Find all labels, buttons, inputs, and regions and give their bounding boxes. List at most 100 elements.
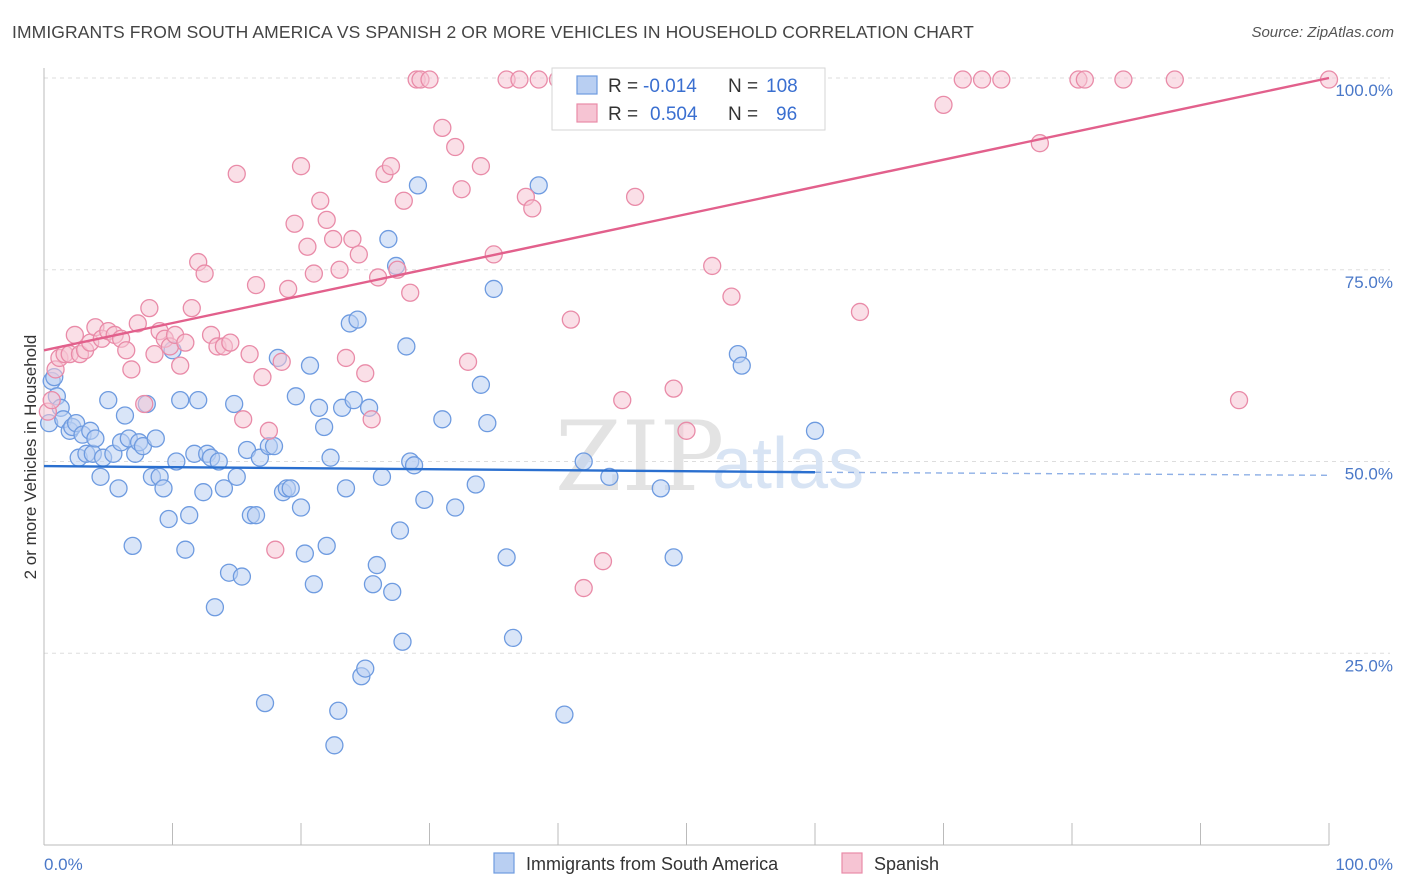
point-immigrants: [194, 483, 213, 502]
point-spanish: [934, 95, 953, 114]
y-tick-label: 25.0%: [1345, 656, 1393, 675]
axes: [43, 68, 1330, 846]
series-legend-swatch-pink: [841, 852, 863, 874]
point-immigrants: [529, 176, 548, 195]
point-spanish: [394, 191, 413, 210]
watermark-atlas: atlas: [712, 424, 864, 504]
point-spanish: [972, 70, 992, 89]
point-spanish: [677, 421, 696, 440]
point-spanish: [343, 229, 362, 249]
point-immigrants: [805, 421, 825, 440]
y-tick-label: 100.0%: [1335, 81, 1393, 100]
point-immigrants: [664, 548, 683, 567]
point-spanish: [330, 260, 349, 279]
point-immigrants: [321, 448, 340, 467]
point-spanish: [992, 70, 1011, 89]
point-immigrants: [404, 456, 424, 475]
x-tick-label-max: 100.0%: [1335, 855, 1393, 874]
point-spanish: [266, 540, 285, 559]
point-immigrants: [497, 548, 516, 567]
point-spanish: [1165, 70, 1184, 89]
point-spanish: [420, 70, 439, 89]
y-axis-label: 2 or more Vehicles in Household: [21, 335, 40, 580]
legend-swatch-blue: [576, 75, 598, 95]
legend-n-value-1: 108: [766, 76, 798, 97]
point-spanish: [240, 344, 259, 364]
point-immigrants: [123, 536, 142, 556]
point-immigrants: [180, 506, 199, 525]
point-immigrants: [372, 467, 392, 486]
point-spanish: [122, 360, 141, 379]
point-spanish: [1075, 70, 1094, 89]
x-tick-label-min: 0.0%: [44, 855, 83, 874]
point-immigrants: [309, 398, 329, 417]
legend-n-label-1: N =: [728, 76, 758, 97]
point-spanish: [259, 421, 279, 440]
trend-line-spanish: [43, 76, 1330, 352]
point-immigrants: [574, 452, 593, 471]
point-spanish: [227, 164, 246, 184]
point-immigrants: [86, 429, 105, 448]
point-spanish: [953, 70, 972, 89]
series-legend-label-2: Spanish: [874, 854, 939, 874]
trend-lines: [43, 76, 1330, 477]
point-immigrants: [264, 437, 284, 456]
point-immigrants: [367, 555, 386, 575]
point-immigrants: [154, 479, 173, 498]
point-immigrants: [225, 394, 244, 414]
point-immigrants: [146, 429, 165, 448]
point-spanish: [471, 157, 491, 176]
point-spanish: [401, 283, 420, 302]
y-tick-label: 50.0%: [1345, 465, 1393, 484]
point-immigrants: [291, 498, 311, 517]
point-immigrants: [176, 540, 195, 559]
point-immigrants: [304, 575, 324, 594]
point-immigrants: [356, 659, 375, 678]
point-immigrants: [109, 479, 128, 498]
point-spanish: [433, 118, 452, 138]
point-immigrants: [397, 337, 416, 356]
point-immigrants: [286, 387, 306, 406]
point-spanish: [336, 348, 356, 368]
point-spanish: [593, 552, 613, 571]
x-tick-labels: 0.0% 100.0%: [44, 855, 1393, 874]
point-immigrants: [325, 736, 344, 755]
point-spanish: [65, 325, 84, 345]
point-spanish: [349, 245, 368, 264]
point-spanish: [452, 180, 471, 199]
grid-lines: [44, 77, 1390, 654]
point-immigrants: [189, 390, 208, 410]
point-spanish: [195, 264, 214, 283]
series-legend-swatch-blue: [493, 852, 515, 874]
point-spanish: [145, 344, 164, 364]
point-spanish: [128, 314, 147, 333]
point-immigrants: [329, 701, 348, 720]
point-immigrants: [478, 413, 497, 433]
y-tick-labels: 25.0% 50.0% 75.0% 100.0%: [1335, 81, 1393, 675]
legend-r-label-1: R =: [608, 76, 638, 97]
point-spanish: [278, 279, 298, 299]
point-spanish: [291, 157, 311, 176]
point-spanish: [446, 137, 465, 157]
point-spanish: [298, 237, 317, 256]
legend-n-value-2: 96: [776, 104, 797, 125]
point-immigrants: [732, 356, 751, 375]
series-spanish-points: [38, 70, 1339, 598]
point-spanish: [703, 256, 722, 276]
point-immigrants: [167, 452, 186, 471]
point-spanish: [285, 214, 304, 233]
point-spanish: [529, 70, 548, 89]
point-immigrants: [159, 509, 178, 529]
point-immigrants: [383, 582, 402, 602]
point-spanish: [253, 367, 272, 387]
trend-line-immigrants-extension: [814, 471, 1330, 477]
point-spanish: [722, 287, 741, 306]
point-spanish: [664, 379, 683, 398]
point-spanish: [234, 410, 253, 429]
legend-swatch-pink: [576, 103, 598, 123]
point-spanish: [182, 298, 201, 318]
legend-r-value-2: 0.504: [650, 104, 698, 125]
point-immigrants: [232, 567, 252, 586]
point-spanish: [304, 264, 324, 283]
